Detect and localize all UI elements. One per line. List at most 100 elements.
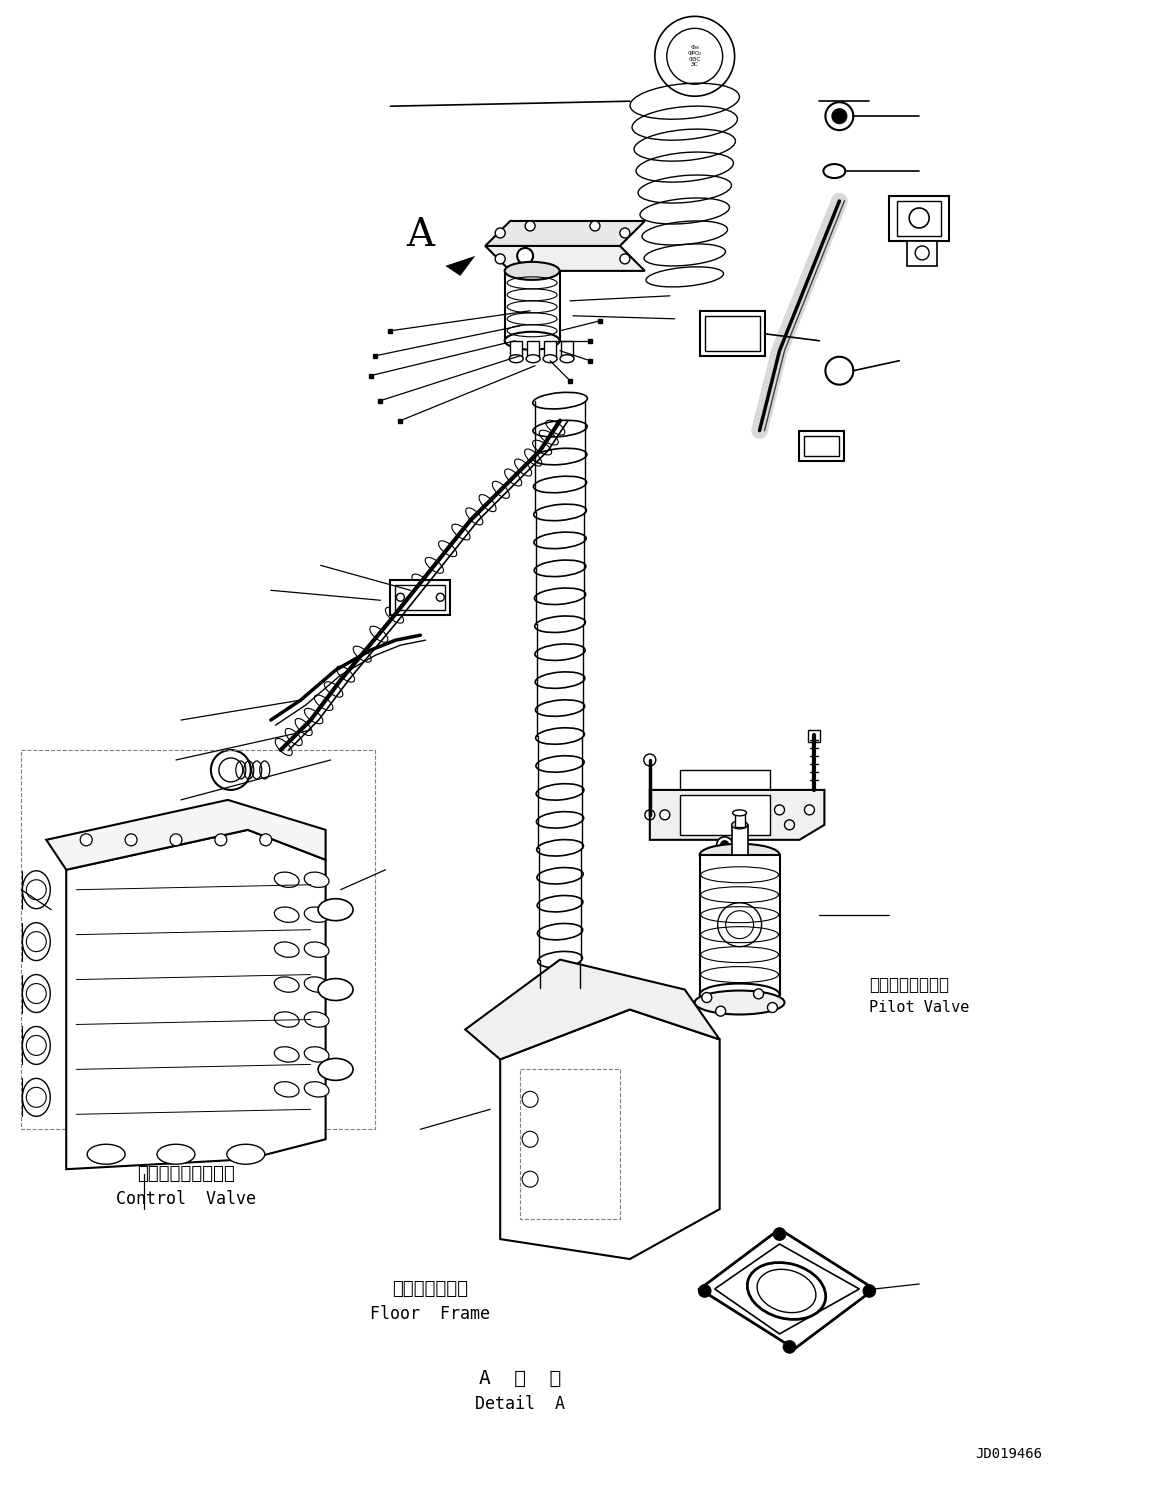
Bar [506, 271, 560, 341]
Bar [561, 341, 573, 359]
Ellipse shape [700, 984, 780, 1005]
Ellipse shape [274, 942, 299, 957]
Text: Control  Valve: Control Valve [116, 1190, 256, 1208]
Text: Detail  A: Detail A [476, 1394, 565, 1413]
Ellipse shape [304, 977, 329, 992]
Ellipse shape [731, 822, 747, 829]
Ellipse shape [747, 1263, 826, 1320]
Bar [21, 750, 376, 1129]
Ellipse shape [526, 355, 540, 362]
Circle shape [863, 1285, 876, 1297]
Ellipse shape [732, 810, 746, 816]
Circle shape [783, 1340, 796, 1352]
Circle shape [215, 833, 227, 845]
Circle shape [659, 810, 670, 820]
Text: Pilot Valve: Pilot Valve [869, 1000, 970, 1015]
Bar [510, 341, 522, 359]
Bar [700, 310, 765, 356]
Ellipse shape [22, 975, 50, 1012]
Circle shape [832, 109, 847, 124]
Circle shape [767, 1002, 778, 1012]
Bar [897, 201, 941, 236]
Circle shape [80, 833, 93, 845]
Circle shape [716, 1006, 725, 1017]
Ellipse shape [504, 262, 560, 280]
Text: JD019466: JD019466 [975, 1446, 1042, 1461]
Bar [731, 825, 747, 854]
Polygon shape [485, 221, 644, 246]
Bar [700, 854, 780, 994]
Circle shape [825, 356, 854, 385]
Ellipse shape [227, 1144, 265, 1164]
Ellipse shape [304, 907, 329, 923]
Ellipse shape [274, 977, 299, 992]
Circle shape [774, 1229, 786, 1241]
Text: コントロールバルブ: コントロールバルブ [137, 1164, 235, 1184]
Ellipse shape [274, 872, 299, 887]
Circle shape [517, 248, 533, 264]
Polygon shape [66, 830, 325, 1169]
Ellipse shape [304, 1047, 329, 1062]
Polygon shape [650, 790, 825, 839]
Circle shape [753, 989, 764, 999]
Circle shape [260, 833, 272, 845]
Polygon shape [485, 246, 644, 271]
Circle shape [702, 993, 712, 1002]
Text: パイロットバルブ: パイロットバルブ [869, 975, 949, 993]
Bar [390, 580, 450, 616]
Ellipse shape [509, 355, 523, 362]
Bar [396, 586, 445, 610]
Ellipse shape [304, 1081, 329, 1097]
Bar [705, 316, 759, 350]
Ellipse shape [274, 1012, 299, 1027]
Ellipse shape [560, 355, 574, 362]
Circle shape [699, 1285, 710, 1297]
Bar [521, 1069, 620, 1220]
Bar [544, 341, 557, 359]
Bar [907, 242, 937, 265]
Ellipse shape [304, 1012, 329, 1027]
Circle shape [170, 833, 182, 845]
Bar [735, 813, 745, 828]
Circle shape [620, 228, 629, 239]
Polygon shape [445, 256, 476, 276]
Circle shape [721, 841, 729, 848]
Ellipse shape [694, 990, 784, 1014]
Ellipse shape [304, 872, 329, 887]
Text: Ф₀₆
ФРО₂
ФЭС
ЭС: Ф₀₆ ФРО₂ ФЭС ЭС [687, 45, 702, 67]
Bar [680, 795, 769, 835]
Bar [804, 435, 839, 456]
Circle shape [525, 221, 535, 231]
Ellipse shape [274, 907, 299, 923]
Ellipse shape [318, 1059, 353, 1081]
Circle shape [495, 253, 506, 264]
Ellipse shape [700, 844, 780, 866]
Bar [535, 1020, 585, 1050]
Text: A: A [406, 218, 434, 255]
Ellipse shape [22, 1026, 50, 1065]
Ellipse shape [274, 1081, 299, 1097]
Ellipse shape [22, 923, 50, 960]
Circle shape [620, 253, 629, 264]
Circle shape [495, 228, 506, 239]
Polygon shape [46, 799, 325, 869]
Polygon shape [700, 1229, 875, 1349]
Polygon shape [715, 1243, 860, 1334]
Bar [799, 431, 845, 461]
Ellipse shape [274, 1047, 299, 1062]
Ellipse shape [318, 978, 353, 1000]
Circle shape [590, 221, 600, 231]
Polygon shape [500, 1009, 720, 1258]
Ellipse shape [304, 942, 329, 957]
Ellipse shape [157, 1144, 194, 1164]
Text: A  詳  細: A 詳 細 [479, 1369, 561, 1388]
Polygon shape [465, 960, 720, 1060]
Ellipse shape [504, 332, 560, 350]
Ellipse shape [22, 871, 50, 908]
Circle shape [774, 805, 784, 816]
Bar [890, 195, 949, 242]
Ellipse shape [87, 1144, 125, 1164]
Circle shape [125, 833, 137, 845]
Ellipse shape [543, 355, 557, 362]
Ellipse shape [531, 1008, 589, 1030]
